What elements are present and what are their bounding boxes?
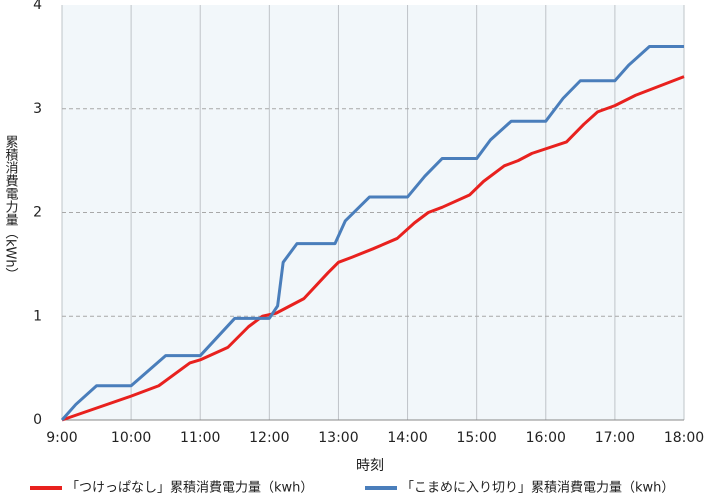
series-line bbox=[61, 75, 685, 422]
y-axis-label: 累積消費電力量（kWh） bbox=[3, 135, 19, 281]
legend-label: 「つけっぱなし」累積消費電力量（kwh） bbox=[66, 481, 313, 496]
x-axis-label: 時刻 bbox=[356, 458, 384, 474]
y-tick-label: 4 bbox=[33, 0, 42, 13]
y-tick-label: 1 bbox=[33, 308, 42, 324]
x-tick-label: 10:00 bbox=[111, 430, 151, 446]
x-tick-label: 16:00 bbox=[526, 430, 566, 446]
x-tick-label: 11:00 bbox=[180, 430, 220, 446]
x-tick-label: 12:00 bbox=[249, 430, 289, 446]
y-tick-label: 3 bbox=[33, 101, 42, 117]
y-tick-label: 2 bbox=[33, 205, 42, 221]
x-tick-label: 17:00 bbox=[595, 430, 635, 446]
x-tick-label: 15:00 bbox=[456, 430, 496, 446]
x-tick-label: 13:00 bbox=[318, 430, 358, 446]
x-tick-label: 9:00 bbox=[46, 430, 77, 446]
x-tick-label: 14:00 bbox=[387, 430, 427, 446]
y-tick-label: 0 bbox=[33, 412, 42, 428]
legend-label: 「こまめに入り切り」累積消費電力量（kwh） bbox=[401, 481, 674, 496]
series-line bbox=[60, 45, 684, 421]
x-tick-label: 18:00 bbox=[664, 430, 704, 446]
